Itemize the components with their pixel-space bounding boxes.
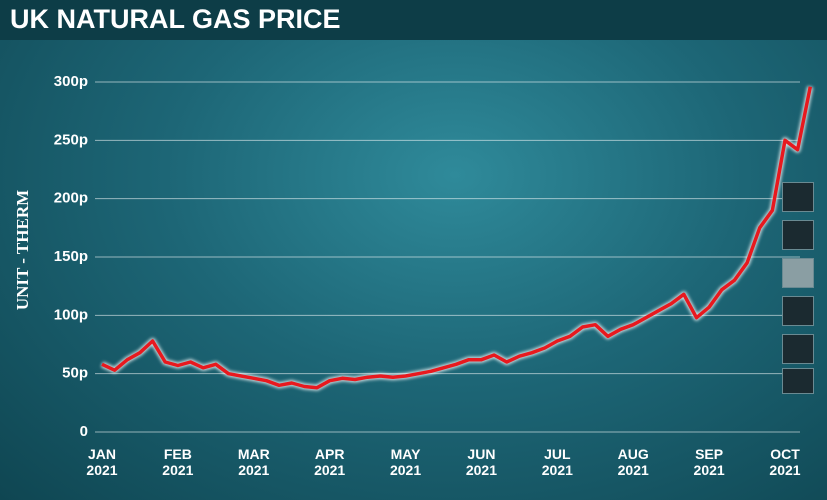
x-tick-label: OCT 2021 <box>769 446 801 478</box>
x-tick-label: JUL 2021 <box>541 446 573 478</box>
x-tick-label: JAN 2021 <box>86 446 118 478</box>
link-button[interactable] <box>782 334 814 364</box>
x-tick-label: MAY 2021 <box>389 446 422 478</box>
email-button[interactable] <box>782 296 814 326</box>
y-tick-label: 0 <box>80 423 88 440</box>
x-tick-label: SEP 2021 <box>693 446 725 478</box>
line-glow <box>100 86 814 391</box>
twitter-button[interactable] <box>782 220 814 250</box>
share-button[interactable] <box>782 368 814 394</box>
y-tick-label: 300p <box>54 73 88 90</box>
x-tick-label: JUN 2021 <box>465 446 498 478</box>
y-axis-label: UNIT - THERM <box>13 190 32 310</box>
y-tick-label: 150p <box>54 248 88 265</box>
y-tick-label: 100p <box>54 306 88 323</box>
y-tick-label: 50p <box>62 365 88 382</box>
y-tick-label: 250p <box>54 131 88 148</box>
price-line <box>101 86 813 390</box>
y-tick-label: 200p <box>54 190 88 207</box>
x-tick-label: AUG 2021 <box>617 446 649 478</box>
x-tick-label: APR 2021 <box>314 446 346 478</box>
x-tick-label: MAR 2021 <box>237 446 270 478</box>
chart-title: UK NATURAL GAS PRICE <box>10 4 341 34</box>
facebook-button[interactable] <box>782 182 814 212</box>
pinterest-button[interactable] <box>782 258 814 288</box>
x-tick-label: FEB 2021 <box>162 446 194 478</box>
title-bar <box>0 0 827 40</box>
